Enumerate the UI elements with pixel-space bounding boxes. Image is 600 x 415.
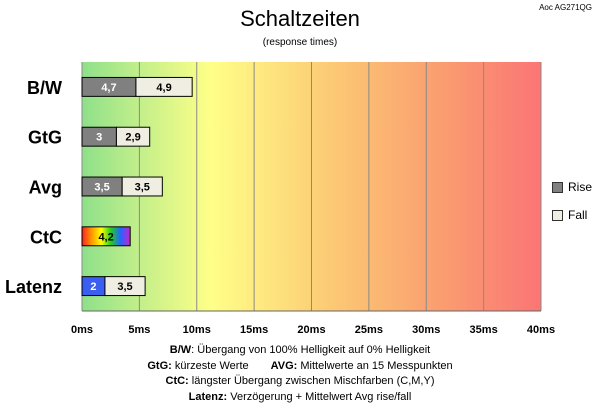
note-latenz-key: Latenz: [188, 390, 228, 403]
bar-fall [115, 126, 151, 147]
bar-fall-label: 3,5 [135, 182, 150, 194]
category-label: B/W [27, 78, 62, 98]
note-ctc: CtC: längster Übergang zwischen Mischfar… [0, 374, 600, 390]
category-label: Avg [29, 178, 62, 198]
note-ctc-text: längster Übergang zwischen Mischfarben (… [188, 375, 435, 387]
footnotes: B/W: Übergang von 100% Helligkeit auf 0%… [0, 343, 600, 405]
x-tick-label: 5ms [128, 324, 150, 336]
legend-swatch-fall [552, 209, 563, 221]
category-label: Latenz [5, 277, 62, 297]
x-tick-label: 40ms [527, 324, 555, 336]
bar-fall [121, 176, 163, 197]
bar-rise-label: 4,2 [98, 231, 113, 243]
bar-fall-label: 2,9 [125, 132, 140, 144]
bar-rise-label: 4,7 [101, 82, 116, 94]
legend-label-rise: Rise [568, 180, 593, 194]
note-gtg-avg: GtG: kürzeste Werte AVG: Mittelwerte an 1… [0, 359, 600, 375]
bar-fall-label: 3,5 [117, 281, 132, 293]
chart-title: Schaltzeiten [240, 6, 360, 31]
legend-item-rise: Rise [552, 178, 592, 196]
note-bw: B/W: Übergang von 100% Helligkeit auf 0%… [0, 343, 600, 359]
x-tick-label: 35ms [470, 324, 498, 336]
legend-label-fall: Fall [568, 208, 588, 222]
legend-swatch-rise [552, 181, 563, 193]
monitor-model: Aoc AG271QG [539, 3, 592, 12]
x-tick-label: 20ms [297, 324, 325, 336]
bar-rise-label: 2 [90, 281, 96, 293]
note-bw-text: : Übergang von 100% Helligkeit auf 0% He… [191, 344, 431, 356]
x-tick-label: 10ms [183, 324, 211, 336]
category-label: CtC [30, 227, 62, 247]
chart-subtitle: (response times) [262, 37, 338, 48]
bar-rise-label: 3,5 [94, 182, 109, 194]
bar-fall-label: 4,9 [156, 82, 171, 94]
note-bw-key: B/W [169, 344, 192, 356]
legend: Rise Fall [552, 178, 592, 234]
bar-fall [104, 276, 146, 297]
bar-rise-label: 3 [96, 132, 102, 144]
note-ctc-key: CtC: [165, 375, 189, 387]
x-tick-label: 25ms [355, 324, 383, 336]
x-tick-label: 30ms [412, 324, 440, 336]
category-label: GtG [28, 128, 62, 148]
legend-item-fall: Fall [552, 206, 592, 224]
bar-fall [135, 76, 193, 97]
note-latenz-text: Verzögerung + Mittelwert Avg rise/fall [227, 390, 412, 403]
note-latenz: Latenz: Verzögerung + Mittelwert Avg ris… [0, 390, 600, 406]
note-avg-key: AVG: [270, 359, 298, 372]
bar-rise [81, 226, 131, 247]
note-gtg-key: GtG: [147, 359, 172, 372]
x-tick-label: 0ms [71, 324, 93, 336]
note-avg-text: Mittelwerte an 15 Messpunkten [297, 359, 453, 372]
note-gtg-text: kürzeste Werte [171, 359, 249, 372]
x-tick-label: 15ms [240, 324, 268, 336]
